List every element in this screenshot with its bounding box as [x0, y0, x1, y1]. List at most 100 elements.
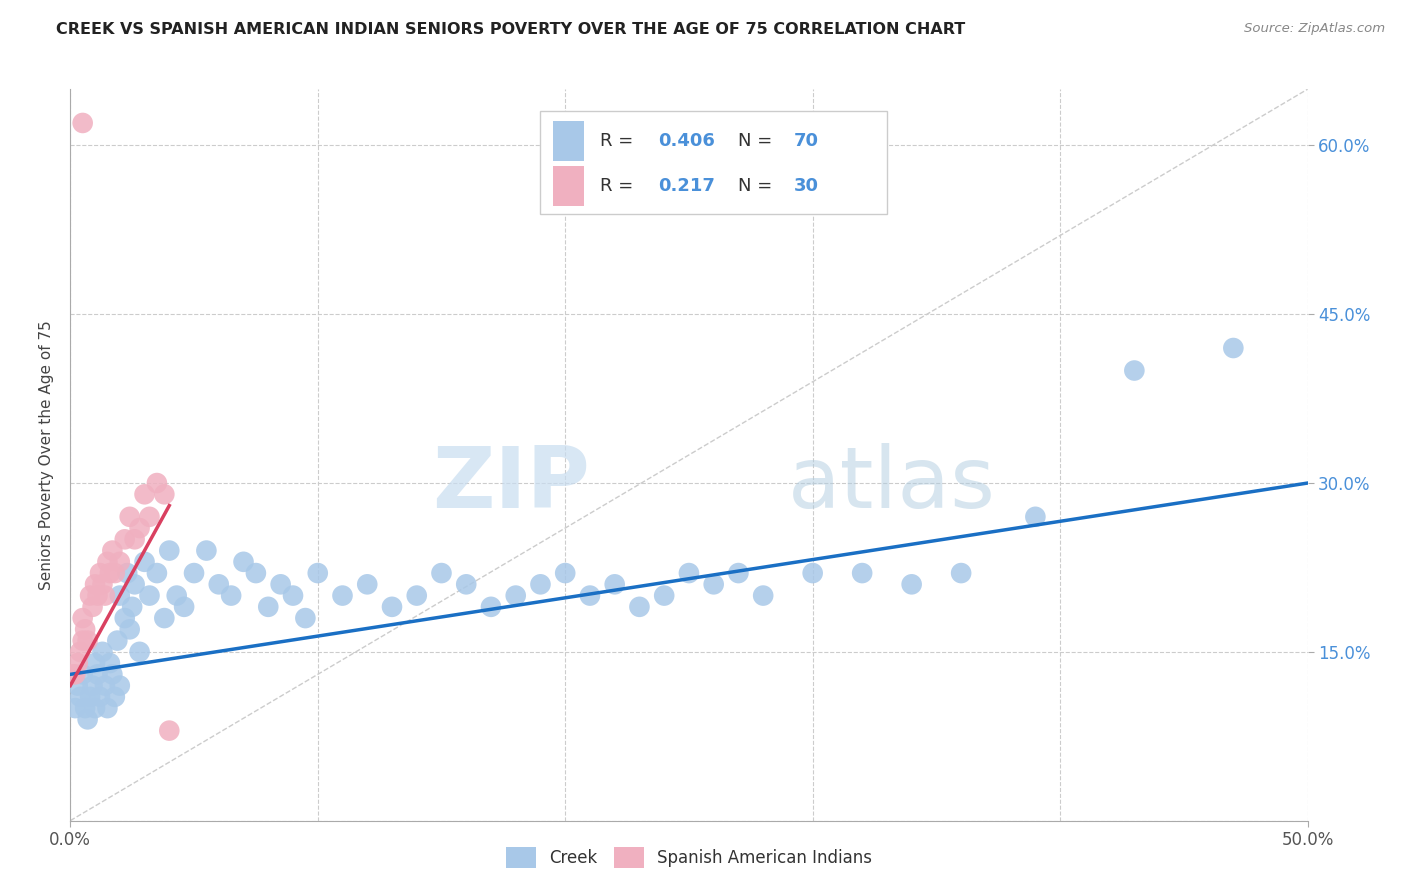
Point: [104, 566, 127, 580]
Text: R =: R =: [600, 132, 638, 150]
Point: [96, 701, 118, 715]
Point: [950, 566, 973, 580]
Point: [76, 633, 98, 648]
Text: R =: R =: [600, 177, 644, 194]
Point: [104, 690, 127, 704]
Point: [69, 645, 91, 659]
Point: [245, 566, 267, 580]
Point: [703, 577, 725, 591]
Point: [146, 476, 169, 491]
Point: [84, 656, 107, 670]
Point: [752, 589, 775, 603]
Point: [89, 690, 111, 704]
Point: [94, 679, 117, 693]
Point: [678, 566, 700, 580]
Point: [105, 633, 128, 648]
Point: [72, 667, 94, 681]
Point: [108, 589, 131, 603]
Point: [84, 701, 107, 715]
Point: [118, 509, 141, 524]
Bar: [553, 120, 583, 161]
Text: 30: 30: [794, 177, 820, 194]
Point: [257, 599, 280, 614]
Point: [82, 599, 104, 614]
Point: [114, 533, 136, 547]
Point: [173, 599, 195, 614]
Point: [96, 555, 118, 569]
Text: ZIP: ZIP: [432, 442, 591, 525]
Point: [89, 566, 111, 580]
Point: [101, 667, 124, 681]
Point: [79, 690, 101, 704]
Point: [529, 577, 551, 591]
Point: [138, 589, 160, 603]
Point: [479, 599, 502, 614]
Point: [153, 611, 176, 625]
Text: Source: ZipAtlas.com: Source: ZipAtlas.com: [1244, 22, 1385, 36]
Point: [138, 509, 160, 524]
Point: [1024, 509, 1046, 524]
Point: [652, 589, 675, 603]
Bar: [540, 112, 887, 213]
Point: [108, 679, 131, 693]
Point: [195, 543, 218, 558]
Point: [66, 679, 89, 693]
Point: [456, 577, 478, 591]
Point: [1123, 363, 1146, 377]
Point: [356, 577, 378, 591]
Point: [94, 589, 117, 603]
Point: [75, 623, 97, 637]
Text: CREEK VS SPANISH AMERICAN INDIAN SENIORS POVERTY OVER THE AGE OF 75 CORRELATION : CREEK VS SPANISH AMERICAN INDIAN SENIORS…: [56, 22, 966, 37]
Point: [157, 543, 180, 558]
Point: [98, 566, 121, 580]
Point: [505, 589, 527, 603]
Point: [91, 645, 114, 659]
Point: [84, 577, 107, 591]
Legend: Creek, Spanish American Indians: Creek, Spanish American Indians: [499, 841, 879, 874]
Point: [579, 589, 602, 603]
Text: N =: N =: [738, 132, 779, 150]
Point: [430, 566, 453, 580]
Point: [66, 656, 89, 670]
Point: [121, 599, 143, 614]
Point: [128, 521, 150, 535]
Point: [332, 589, 354, 603]
Point: [166, 589, 188, 603]
Point: [79, 589, 101, 603]
Point: [157, 723, 180, 738]
Point: [146, 566, 169, 580]
Point: [72, 611, 94, 625]
Point: [75, 701, 97, 715]
Point: [603, 577, 626, 591]
Text: atlas: atlas: [787, 442, 995, 525]
Point: [232, 555, 254, 569]
Text: 70: 70: [794, 132, 820, 150]
Point: [108, 555, 131, 569]
Point: [118, 623, 141, 637]
Point: [128, 645, 150, 659]
Point: [69, 690, 91, 704]
Point: [851, 566, 873, 580]
Point: [65, 667, 87, 681]
Point: [101, 543, 124, 558]
Point: [219, 589, 242, 603]
Point: [72, 633, 94, 648]
Bar: [553, 166, 583, 206]
Point: [134, 555, 156, 569]
Point: [124, 533, 146, 547]
Point: [153, 487, 176, 501]
Point: [82, 679, 104, 693]
Point: [114, 611, 136, 625]
Point: [86, 667, 108, 681]
Point: [72, 116, 94, 130]
Point: [65, 701, 87, 715]
Point: [1222, 341, 1244, 355]
Point: [86, 589, 108, 603]
Text: N =: N =: [738, 177, 779, 194]
Point: [281, 589, 304, 603]
Point: [801, 566, 824, 580]
Point: [307, 566, 329, 580]
Point: [294, 611, 316, 625]
Point: [62, 667, 84, 681]
Y-axis label: Seniors Poverty Over the Age of 75: Seniors Poverty Over the Age of 75: [39, 320, 55, 590]
